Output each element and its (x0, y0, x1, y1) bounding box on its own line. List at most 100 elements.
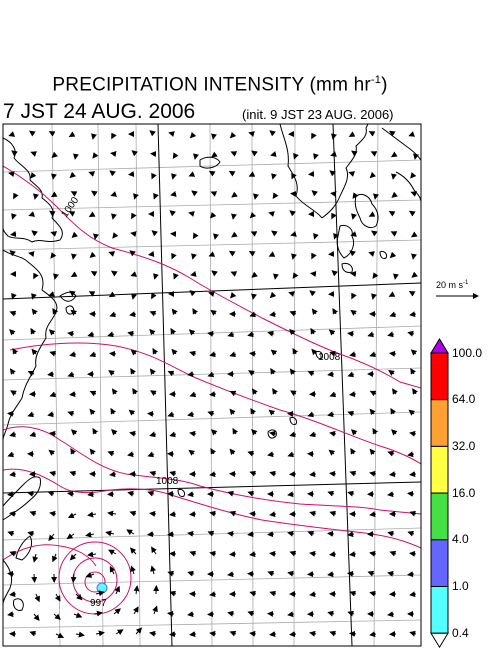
wind-arrow (188, 329, 196, 336)
wind-arrow (8, 171, 15, 177)
wind-arrow (347, 610, 355, 617)
wind-arrow (272, 192, 279, 200)
wind-arrow (191, 190, 198, 197)
wind-arrow (249, 590, 257, 597)
wind-arrow (169, 511, 177, 518)
wind-arrow (88, 211, 96, 218)
wind-arrow (272, 388, 278, 395)
precipitation-cell (96, 582, 108, 594)
wind-arrow (371, 293, 377, 300)
wind-arrow (89, 448, 96, 456)
wind-arrow (232, 427, 239, 435)
wind-arrow (207, 410, 215, 417)
wind-arrow (12, 347, 19, 355)
wind-arrow (391, 191, 398, 198)
wind-arrow (389, 251, 397, 259)
wind-scale-text: 20 m s (436, 280, 464, 290)
wind-arrow (229, 630, 237, 637)
wind-arrow (132, 606, 139, 615)
wind-arrow (151, 292, 157, 300)
wind-arrow (129, 510, 137, 517)
wind-arrow (373, 193, 379, 200)
wind-arrow (149, 130, 156, 137)
wind-arrow (387, 450, 395, 457)
wind-arrow (50, 252, 57, 259)
wind-arrow (189, 511, 197, 518)
wind-arrow (9, 591, 17, 598)
wind-arrow (109, 471, 117, 478)
wind-arrow (114, 585, 120, 595)
wind-arrow (287, 451, 295, 458)
wind-arrow (108, 251, 116, 257)
wind-arrow (69, 391, 77, 398)
wind-arrow (28, 130, 36, 137)
wind-arrow (189, 391, 197, 398)
wind-arrow (369, 390, 377, 397)
wind-arrow (411, 253, 417, 260)
wind-arrow (350, 309, 357, 316)
wind-arrow (192, 232, 199, 240)
wind-arrow (350, 447, 357, 455)
wind-arrow (10, 390, 17, 397)
wind-arrow (227, 610, 235, 617)
wind-arrow (51, 151, 58, 158)
title-close: ) (381, 74, 388, 96)
wind-arrow (169, 590, 177, 597)
wind-arrow (389, 550, 397, 557)
wind-arrow (70, 429, 78, 436)
wind-arrow (311, 348, 318, 356)
wind-arrow (273, 273, 279, 280)
wind-arrow (168, 131, 175, 137)
wind-arrow (329, 430, 337, 437)
wind-arrow (389, 471, 397, 478)
wind-arrow (270, 368, 276, 375)
wind-arrow (349, 590, 357, 597)
wind-arrow (128, 409, 136, 416)
wind-arrow (169, 431, 177, 438)
colorbar-segment (430, 445, 449, 494)
wind-arrow (369, 408, 376, 416)
wind-arrow (111, 132, 117, 140)
wind-arrow (407, 490, 415, 497)
wind-arrow (110, 151, 117, 157)
wind-arrow (389, 311, 397, 318)
wind-arrow (251, 293, 257, 300)
wind-arrow (291, 172, 297, 180)
wind-arrow (191, 253, 197, 260)
wind-arrow (207, 611, 215, 618)
wind-arrow (108, 370, 115, 376)
wind-arrow (368, 211, 376, 217)
wind-arrow (167, 610, 175, 617)
wind-arrow (9, 368, 16, 375)
wind-arrow (48, 131, 56, 137)
wind-arrow (311, 190, 318, 197)
wind-arrow (370, 151, 378, 157)
wind-arrow (227, 331, 235, 338)
wind-arrow (89, 390, 97, 397)
wind-arrow (209, 630, 217, 637)
map-title: PRECIPITATION INTENSITY (mm hr-1) (0, 74, 440, 96)
wind-arrow (387, 570, 395, 577)
wind-arrow (31, 308, 38, 316)
wind-arrow (251, 388, 258, 395)
wind-arrow (55, 632, 65, 639)
wind-arrow (173, 272, 179, 280)
wind-arrow (93, 610, 103, 617)
wind-arrow (187, 491, 195, 498)
wind-arrow (149, 630, 157, 637)
wind-arrow (410, 368, 416, 375)
wind-arrow (192, 308, 199, 315)
wind-arrow (9, 328, 16, 336)
wind-arrow (309, 431, 317, 438)
wind-arrow (70, 573, 77, 583)
wind-arrow (187, 611, 195, 618)
wind-arrow (269, 430, 277, 437)
wind-arrow (269, 311, 277, 318)
wind-arrow (330, 151, 337, 157)
wind-arrow (229, 448, 236, 456)
wind-arrow (9, 431, 17, 438)
wind-arrow (151, 172, 157, 180)
wind-arrow (169, 550, 177, 557)
wind-arrow (69, 470, 77, 477)
wind-arrow (411, 271, 418, 278)
